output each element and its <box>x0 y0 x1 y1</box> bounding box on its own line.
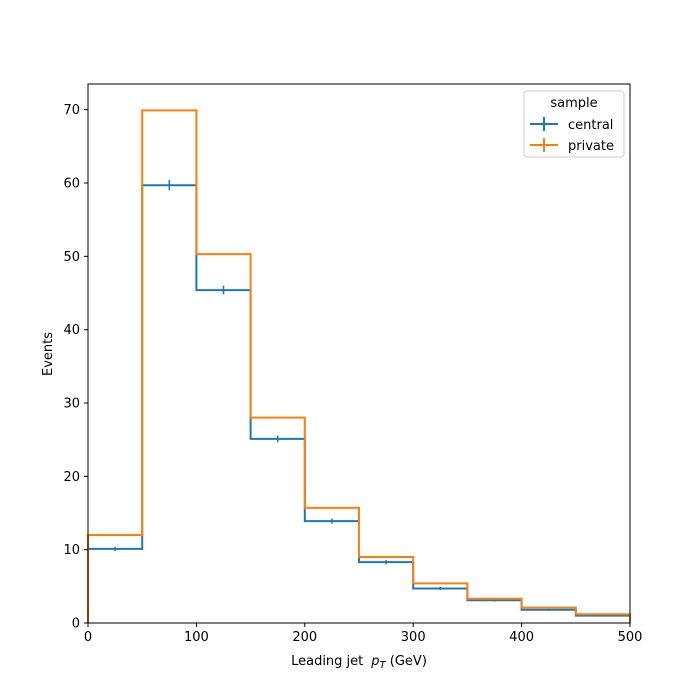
x-axis-label-sub: T <box>380 660 387 671</box>
y-tick-label-1: 10 <box>63 543 80 558</box>
legend-title: sample <box>550 96 597 111</box>
y-tick-label-2: 20 <box>63 470 80 485</box>
y-tick-label-7: 70 <box>63 103 80 118</box>
y-tick-label-6: 60 <box>63 177 80 192</box>
y-tick-label-3: 30 <box>63 397 80 412</box>
x-tick-label-5: 500 <box>618 630 643 645</box>
y-axis: 0 10 20 30 40 50 60 70 <box>63 103 88 632</box>
y-tick-label-0: 0 <box>72 617 80 632</box>
x-tick-label-2: 200 <box>292 630 317 645</box>
x-axis-label-suffix: (GeV) <box>386 654 427 669</box>
y-axis-label: Events <box>41 332 56 376</box>
x-axis: 0 100 200 300 400 500 <box>84 623 643 645</box>
series-private <box>87 109 631 623</box>
legend-label-private: private <box>568 139 614 154</box>
x-tick-label-3: 300 <box>401 630 426 645</box>
x-axis-label-prefix: Leading jet <box>291 654 363 669</box>
x-tick-label-1: 100 <box>184 630 209 645</box>
legend-entries: central private <box>530 117 614 154</box>
y-tick-label-4: 40 <box>63 323 80 338</box>
legend: sample central private <box>523 90 625 158</box>
x-tick-label-0: 0 <box>84 630 92 645</box>
x-axis-label-var: p <box>370 654 379 669</box>
y-tick-label-5: 50 <box>63 250 80 265</box>
plot-frame <box>87 83 631 624</box>
series-layer <box>87 109 631 623</box>
histogram-step-private <box>87 109 631 623</box>
legend-box <box>523 90 625 158</box>
legend-entry-private: private <box>530 138 614 154</box>
x-axis-label: Leading jet pT (GeV) <box>291 654 427 671</box>
legend-entry-central: central <box>530 117 613 133</box>
legend-label-central: central <box>568 118 613 133</box>
x-tick-label-4: 400 <box>509 630 534 645</box>
